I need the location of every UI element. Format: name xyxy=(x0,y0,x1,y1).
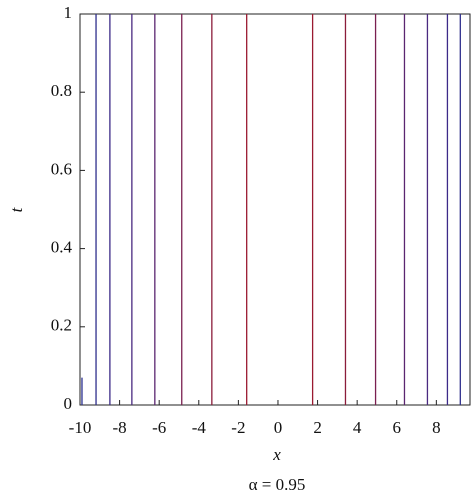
plot-frame xyxy=(79,13,471,406)
x-axis-label: x xyxy=(272,445,281,464)
x-tick-label: 0 xyxy=(274,418,283,437)
x-tick-label: 2 xyxy=(313,418,322,437)
x-tick-label: -8 xyxy=(113,418,127,437)
y-tick-label: 0.6 xyxy=(51,159,72,178)
caption: α = 0.95 xyxy=(249,475,306,494)
x-tick-label: -6 xyxy=(152,418,166,437)
x-tick-label: 6 xyxy=(393,418,402,437)
y-tick-label: 1 xyxy=(64,3,73,22)
y-tick-label: 0.8 xyxy=(51,81,72,100)
y-tick-label: 0.4 xyxy=(51,238,73,257)
x-tick-label: -2 xyxy=(231,418,245,437)
y-tick-label: 0 xyxy=(64,394,73,413)
x-tick-label: 4 xyxy=(353,418,362,437)
y-axis-label: t xyxy=(7,206,26,212)
x-tick-label: -4 xyxy=(192,418,207,437)
y-tick-label: 0.2 xyxy=(51,316,72,335)
x-tick-label: 8 xyxy=(432,418,441,437)
x-tick-label: -10 xyxy=(69,418,92,437)
